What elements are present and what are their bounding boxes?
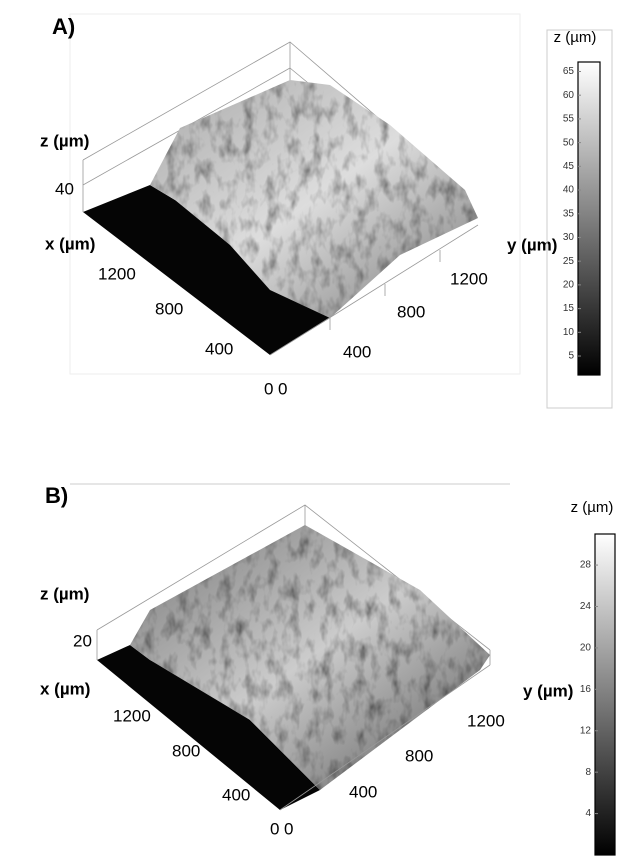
colorbar-tick-label: 24: [580, 601, 592, 612]
colorbar-tick-label: 40: [563, 185, 575, 196]
z-axis-label: z (µm): [40, 584, 89, 603]
x-tick-label: 0: [264, 379, 273, 398]
colorbar-tick-label: 12: [580, 725, 592, 736]
panel-b-box: [70, 483, 510, 811]
z-tick-label: 20: [73, 631, 92, 650]
y-axis-label: y (µm): [507, 235, 557, 254]
y-tick-label: 400: [343, 342, 371, 361]
x-tick-label: 400: [222, 785, 250, 804]
colorbar-tick-label: 28: [580, 560, 592, 571]
colorbar-tick-label: 8: [585, 767, 591, 778]
colorbar-tick-label: 5: [568, 351, 574, 362]
y-tick-label: 1200: [450, 269, 488, 288]
colorbar-tick-label: 35: [563, 208, 575, 219]
y-tick-label: 400: [349, 782, 377, 801]
colorbar-frame: [546, 29, 613, 409]
panel-label: A): [52, 14, 75, 39]
x-tick-label: 800: [172, 741, 200, 760]
colorbar-tick-label: 50: [563, 137, 575, 148]
z-axis-label: z (µm): [40, 131, 89, 150]
colorbar: [594, 533, 616, 856]
x-tick-label: 0: [270, 819, 279, 838]
colorbar-tick-label: 16: [580, 684, 592, 695]
panel-label: B): [45, 483, 68, 508]
x-tick-label: 1200: [113, 706, 151, 725]
colorbar-tick-label: 20: [580, 643, 592, 654]
colorbar-tick-label: 20: [563, 280, 575, 291]
y-axis-label: y (µm): [523, 681, 573, 700]
colorbar-tick-label: 25: [563, 256, 575, 267]
x-axis-label: x (µm): [40, 679, 90, 698]
y-tick-label: 1200: [467, 711, 505, 730]
x-tick-label: 400: [205, 339, 233, 358]
x-tick-label: 800: [155, 299, 183, 318]
y-tick-label: 800: [397, 302, 425, 321]
colorbar-tick-label: 10: [563, 327, 575, 338]
colorbar-tick-label: 55: [563, 114, 575, 125]
x-axis-label: x (µm): [45, 234, 95, 253]
colorbar-tick-label: 4: [585, 808, 591, 819]
z-tick-label: 40: [55, 179, 74, 198]
colorbar-tick-label: 65: [563, 66, 575, 77]
y-tick-label: 800: [405, 746, 433, 765]
colorbar: [577, 61, 601, 376]
colorbar-title: z (µm): [571, 499, 614, 516]
panel-a-box: [69, 13, 521, 375]
colorbar-tick-label: 60: [563, 90, 575, 101]
colorbar-tick-label: 30: [563, 232, 575, 243]
x-tick-label: 1200: [98, 264, 136, 283]
colorbar-tick-label: 15: [563, 303, 575, 314]
colorbar-title: z (µm): [554, 29, 597, 46]
y-tick-label: 0: [278, 379, 287, 398]
y-tick-label: 0: [284, 819, 293, 838]
colorbar-tick-label: 45: [563, 161, 575, 172]
